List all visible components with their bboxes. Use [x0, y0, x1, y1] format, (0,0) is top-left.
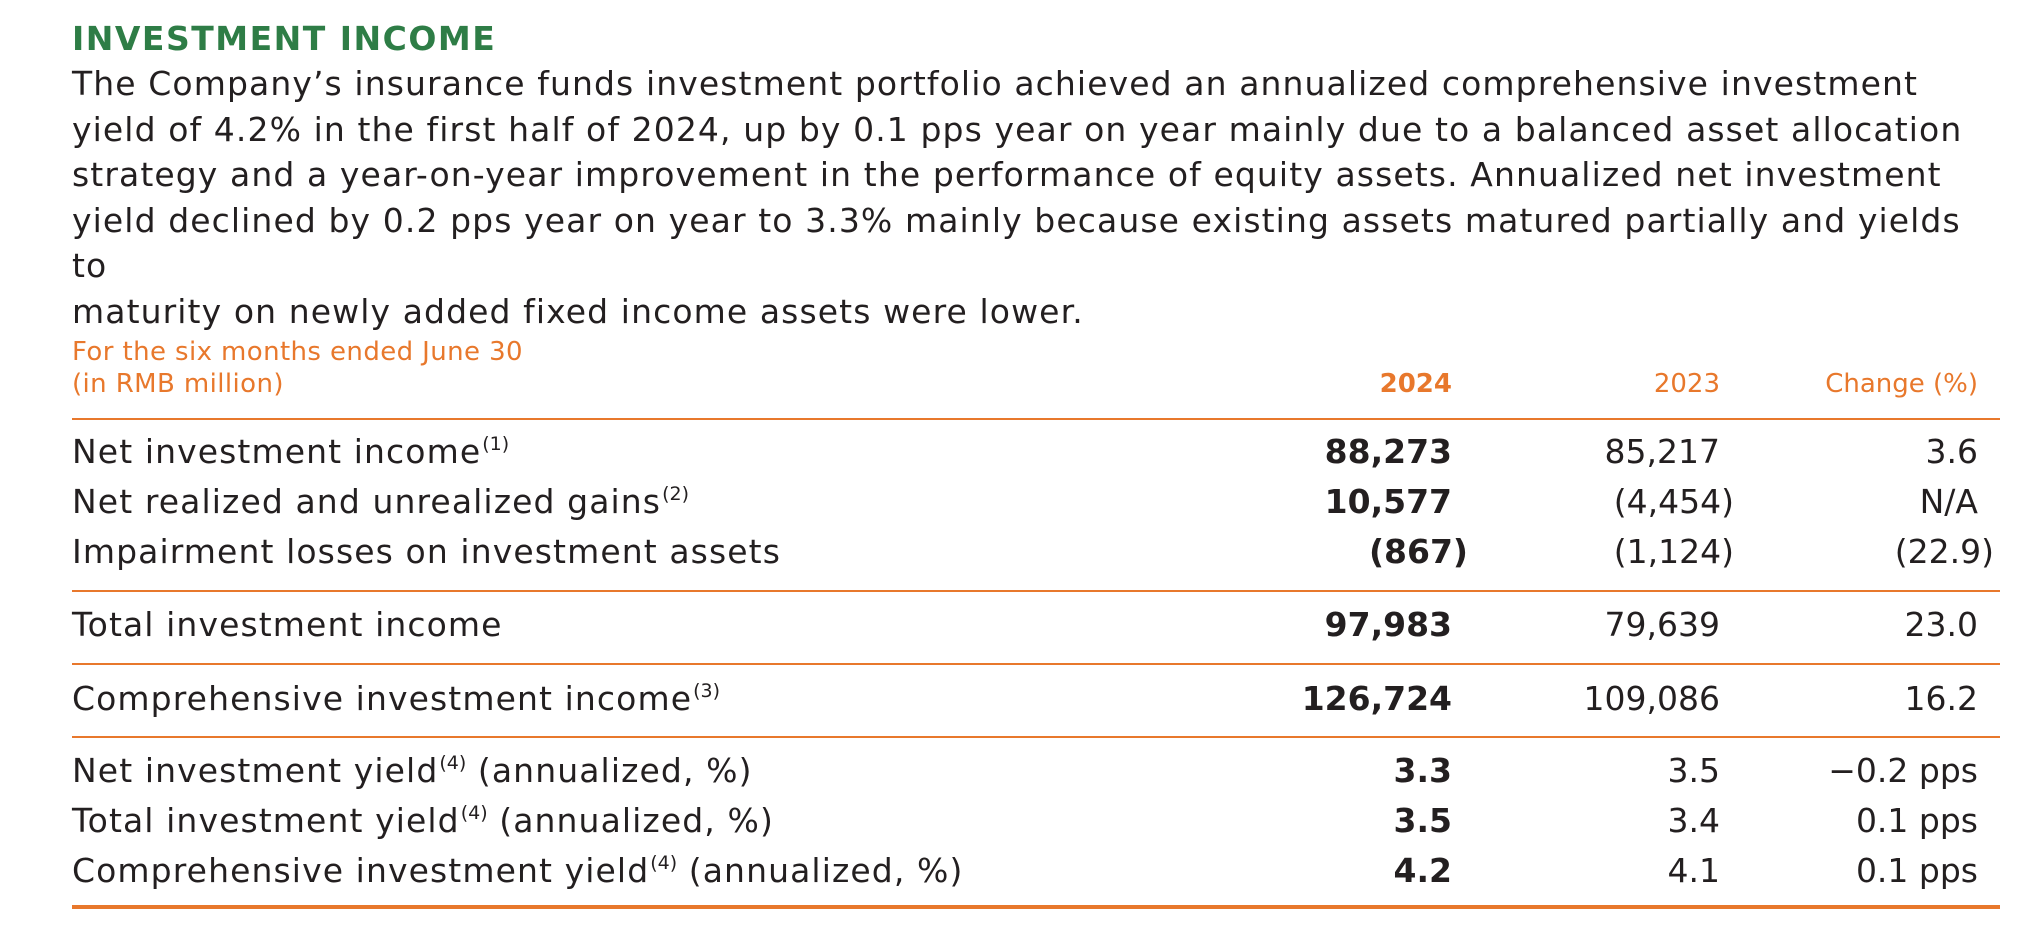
row-label: Net investment income(1)	[72, 432, 510, 471]
column-header-2023: 2023	[1653, 369, 1720, 399]
column-header-change: Change (%)	[1825, 369, 1978, 399]
section-heading: INVESTMENT INCOME	[72, 19, 497, 58]
table-row: Impairment losses on investment assets (…	[72, 527, 2000, 577]
value-2024: 3.5	[1393, 801, 1452, 840]
row-label: Net investment yield(4) (annualized, %)	[72, 751, 753, 790]
row-label: Impairment losses on investment assets	[72, 532, 782, 571]
table-caption-period: For the six months ended June 30	[72, 337, 523, 367]
value-2023: 3.5	[1667, 751, 1720, 790]
value-2024: 4.2	[1393, 851, 1452, 890]
value-change: −0.2 pps	[1828, 751, 1978, 790]
value-2024: 88,273	[1324, 432, 1452, 471]
value-2024: 10,577	[1324, 482, 1452, 521]
value-2024: 97,983	[1324, 605, 1452, 644]
value-2023: 109,086	[1583, 679, 1720, 718]
table-caption-unit: (in RMB million)	[72, 369, 284, 399]
intro-paragraph: The Company’s insurance funds investment…	[72, 61, 2007, 334]
header-divider	[72, 418, 2000, 420]
intro-line: yield of 4.2% in the first half of 2024,…	[72, 109, 1963, 149]
value-2024: 3.3	[1393, 751, 1452, 790]
table-row: Comprehensive investment income(3) 126,7…	[72, 674, 2000, 724]
value-change: 0.1 pps	[1855, 851, 1978, 890]
value-change: 3.6	[1925, 432, 1978, 471]
value-2023: 79,639	[1604, 605, 1720, 644]
intro-line: yield declined by 0.2 pps year on year t…	[72, 200, 1961, 286]
value-2023: 4.1	[1667, 851, 1720, 890]
section-divider	[72, 736, 2000, 738]
intro-line: strategy and a year-on-year improvement …	[72, 155, 1942, 194]
table-bottom-rule	[72, 905, 2000, 909]
value-change: 23.0	[1904, 605, 1978, 644]
value-2023: 3.4	[1667, 801, 1720, 840]
intro-line: The Company’s insurance funds investment…	[72, 64, 1919, 103]
row-label: Comprehensive investment yield(4) (annua…	[72, 851, 964, 890]
row-label: Total investment yield(4) (annualized, %…	[72, 801, 774, 840]
table-row: Total investment yield(4) (annualized, %…	[72, 796, 2000, 846]
row-label: Total investment income	[72, 605, 503, 644]
row-label: Net realized and unrealized gains(2)	[72, 482, 690, 521]
section-divider	[72, 590, 2000, 592]
table-row: Net investment income(1) 88,273 85,217 3…	[72, 427, 2000, 477]
value-change: 16.2	[1904, 679, 1978, 718]
table-row: Total investment income 97,983 79,639 23…	[72, 600, 2000, 650]
value-change: N/A	[1919, 482, 1978, 521]
value-change: (22.9)	[1894, 532, 1994, 571]
value-2023: (4,454)	[1613, 482, 1734, 521]
column-header-2024: 2024	[1379, 369, 1452, 399]
row-label: Comprehensive investment income(3)	[72, 679, 721, 718]
value-2024: (867)	[1368, 532, 1468, 571]
value-change: 0.1 pps	[1855, 801, 1978, 840]
table-row: Net realized and unrealized gains(2) 10,…	[72, 477, 2000, 527]
value-2023: 85,217	[1604, 432, 1720, 471]
intro-line: maturity on newly added fixed income ass…	[72, 291, 1084, 331]
value-2024: 126,724	[1301, 679, 1452, 718]
table-row: Net investment yield(4) (annualized, %) …	[72, 746, 2000, 796]
table-row: Comprehensive investment yield(4) (annua…	[72, 846, 2000, 896]
section-divider	[72, 663, 2000, 665]
value-2023: (1,124)	[1613, 532, 1734, 571]
